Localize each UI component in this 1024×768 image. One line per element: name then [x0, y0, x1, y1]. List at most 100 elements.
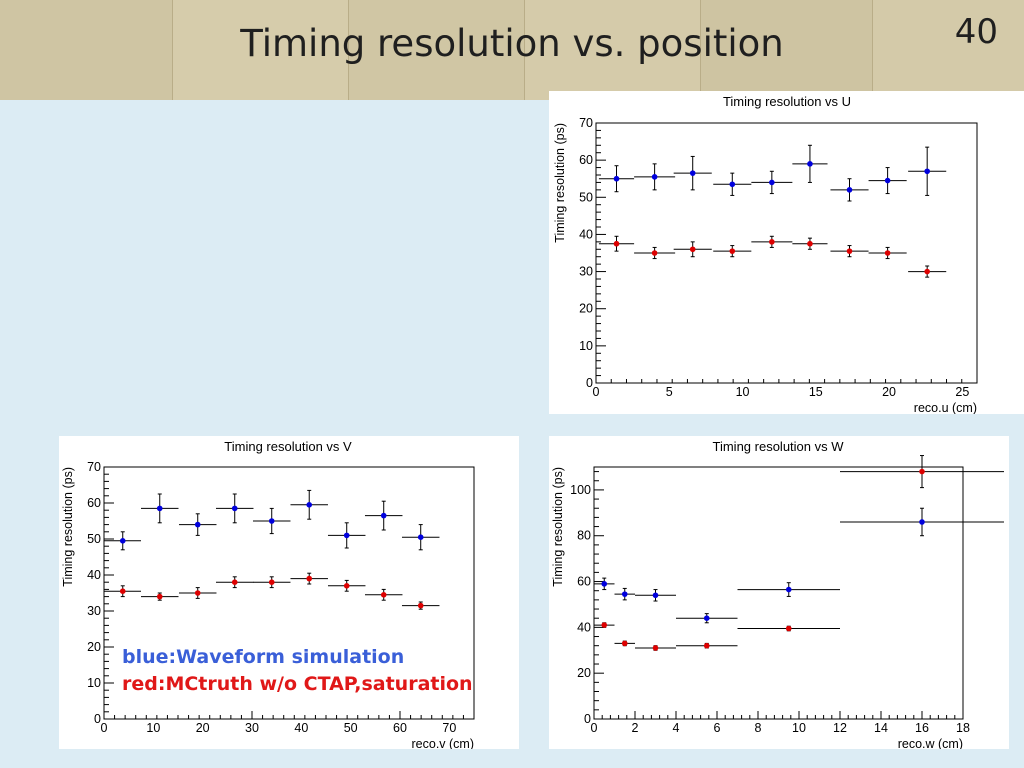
- chart-title: Timing resolution vs W: [713, 439, 845, 454]
- x-tick-label: 10: [792, 721, 806, 735]
- y-tick-label: 60: [579, 153, 593, 167]
- y-tick-label: 0: [586, 376, 593, 390]
- blue-data-point: [343, 532, 350, 539]
- chart-panel-w: Timing resolution vs W 0 2 4 6 8 10 12 14 16 18 0 20…: [549, 436, 1009, 749]
- x-tick-label: 15: [809, 385, 823, 399]
- header-plank: [348, 0, 525, 100]
- blue-data-point: [613, 175, 620, 182]
- x-tick-label: 2: [632, 721, 639, 735]
- red-data-point: [846, 248, 853, 254]
- blue-data-point: [884, 177, 891, 184]
- red-data-point: [231, 579, 238, 585]
- y-tick-label: 60: [577, 575, 591, 589]
- y-tick-label: 20: [87, 640, 101, 654]
- red-data-point: [119, 588, 126, 594]
- y-axis-label: Timing resolution (ps): [553, 123, 567, 243]
- blue-data-point: [703, 615, 710, 621]
- y-tick-label: 40: [577, 620, 591, 634]
- y-tick-label: 0: [94, 712, 101, 726]
- red-data-point: [417, 602, 424, 609]
- y-tick-label: 80: [577, 529, 591, 543]
- y-tick-label: 10: [579, 339, 593, 353]
- red-data-point: [156, 593, 163, 600]
- red-data-point: [769, 239, 775, 245]
- blue-data-point: [729, 181, 736, 188]
- header-plank: [700, 0, 873, 100]
- y-tick-label: 0: [584, 712, 591, 726]
- x-tick-label: 4: [673, 721, 680, 735]
- red-data-point: [343, 583, 350, 589]
- red-data-point: [621, 640, 628, 647]
- blue-data-point: [769, 179, 775, 186]
- x-axis-label: reco.u (cm): [914, 401, 977, 414]
- x-tick-label: 10: [146, 721, 160, 735]
- legend-red-text: red:MCtruth w/o CTAP,saturation: [122, 673, 473, 695]
- blue-data-point: [268, 518, 275, 524]
- x-tick-label: 14: [874, 721, 888, 735]
- blue-data-point: [651, 174, 658, 180]
- blue-data-point: [231, 505, 238, 512]
- slide-header: Timing resolution vs. position 40: [0, 0, 1024, 100]
- blue-data-point: [380, 512, 387, 519]
- y-tick-label: 30: [87, 604, 101, 618]
- red-data-point: [884, 250, 891, 256]
- y-tick-label: 20: [577, 666, 591, 680]
- x-tick-label: 6: [714, 721, 721, 735]
- x-tick-label: 5: [666, 385, 673, 399]
- header-plank: [524, 0, 701, 100]
- y-tick-label: 50: [87, 532, 101, 546]
- red-data-point: [703, 642, 710, 649]
- chart-panel-u: Timing resolution vs U 0 5 10 15 20 25 0 10 20 30 4…: [549, 91, 1024, 414]
- x-tick-label: 8: [755, 721, 762, 735]
- chart-w: Timing resolution vs W 0 2 4 6 8 10 12 14 16 18 0 20…: [551, 439, 1004, 749]
- x-tick-label: 30: [245, 721, 259, 735]
- chart-v: Timing resolution vs V 0 10 20 30 40 50 60 70 0 10…: [61, 439, 475, 749]
- y-axis-label: Timing resolution (ps): [551, 467, 565, 587]
- y-tick-label: 20: [579, 302, 593, 316]
- x-tick-label: 70: [442, 721, 456, 735]
- header-plank: [872, 0, 1024, 100]
- blue-data-point: [924, 168, 930, 175]
- x-tick-label: 20: [882, 385, 896, 399]
- blue-data-point: [807, 161, 813, 167]
- y-tick-label: 30: [579, 265, 593, 279]
- red-data-point: [613, 240, 620, 247]
- chart-panel-v: Timing resolution vs V 0 10 20 30 40 50 60 70 0 10…: [59, 436, 519, 749]
- red-data-point: [601, 622, 608, 628]
- red-data-point: [651, 250, 658, 256]
- plot-frame: [103, 466, 475, 720]
- plot-frame: [593, 466, 964, 720]
- x-axis-label: reco.w (cm): [898, 737, 963, 749]
- x-tick-label: 40: [294, 721, 308, 735]
- chart-title: Timing resolution vs U: [723, 94, 851, 109]
- x-tick-label: 0: [593, 385, 600, 399]
- slide-number: 40: [954, 12, 998, 52]
- red-data-point: [785, 625, 792, 632]
- legend-blue-text: blue:Waveform simulation: [122, 646, 405, 668]
- blue-data-point: [306, 502, 313, 508]
- x-tick-label: 18: [956, 721, 970, 735]
- header-plank: [172, 0, 349, 100]
- y-tick-label: 100: [570, 483, 591, 497]
- x-tick-label: 60: [393, 721, 407, 735]
- y-tick-label: 10: [87, 676, 101, 690]
- red-data-point: [268, 579, 275, 585]
- x-axis-label: reco.v (cm): [412, 737, 475, 749]
- red-data-point: [194, 590, 201, 596]
- y-tick-label: 60: [87, 496, 101, 510]
- legend-note: blue:Waveform simulation red:MCtruth w/o…: [122, 644, 473, 698]
- x-tick-label: 25: [955, 385, 969, 399]
- y-tick-label: 70: [579, 116, 593, 130]
- red-data-point: [689, 246, 696, 253]
- blue-data-point: [689, 170, 696, 176]
- x-tick-label: 0: [591, 721, 598, 735]
- x-tick-label: 50: [344, 721, 358, 735]
- blue-data-point: [919, 519, 925, 525]
- red-data-point: [652, 645, 659, 651]
- red-data-point: [729, 248, 736, 254]
- chart-u: Timing resolution vs U 0 5 10 15 20 25 0 10 20 30 4…: [553, 94, 978, 414]
- x-tick-label: 16: [915, 721, 929, 735]
- blue-data-point: [119, 538, 126, 544]
- blue-data-point: [652, 592, 659, 599]
- red-data-point: [924, 268, 930, 275]
